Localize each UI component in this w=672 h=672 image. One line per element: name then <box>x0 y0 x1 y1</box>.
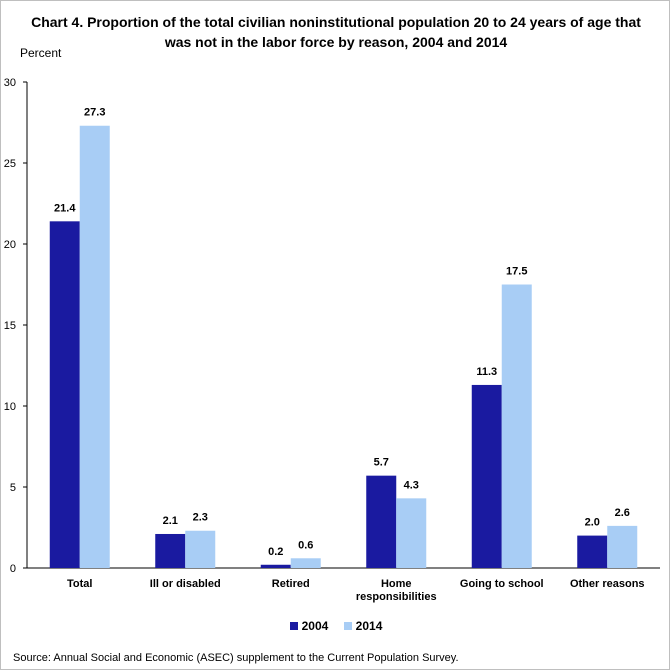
bar-2004-3 <box>366 475 397 568</box>
data-label-2004: 21.4 <box>54 202 76 214</box>
legend: 2004 2014 <box>0 619 672 633</box>
data-label-2014: 17.5 <box>506 266 527 278</box>
x-tick-label: Ill or disabled <box>150 578 221 590</box>
bar-2004-5 <box>577 535 608 568</box>
bar-2014-0 <box>79 125 110 569</box>
y-tick-label: 15 <box>4 320 16 332</box>
bar-2014-5 <box>607 525 638 568</box>
x-tick-label: Retired <box>272 578 310 590</box>
data-label-2014: 2.6 <box>615 507 630 519</box>
bar-2014-2 <box>290 558 321 568</box>
source-note: Source: Annual Social and Economic (ASEC… <box>13 652 459 664</box>
y-tick-label: 5 <box>10 482 16 494</box>
x-tick-label: Going to school <box>460 578 544 590</box>
y-tick-label: 0 <box>10 563 16 575</box>
legend-item-2014: 2014 <box>343 619 383 633</box>
data-label-2004: 2.1 <box>163 515 178 527</box>
data-label-2014: 27.3 <box>84 107 105 119</box>
y-axis-label: Percent <box>20 46 62 60</box>
data-label-2004: 5.7 <box>374 457 389 469</box>
data-label-2014: 0.6 <box>298 539 313 551</box>
x-tick-label: Home responsibilities <box>356 578 437 603</box>
legend-swatch-2004 <box>289 622 298 630</box>
x-tick-label: Other reasons <box>570 578 645 590</box>
data-label-2004: 11.3 <box>476 366 497 378</box>
x-tick-label: Total <box>67 578 92 590</box>
bar-2014-1 <box>185 530 216 568</box>
bar-2004-0 <box>49 221 80 568</box>
legend-swatch-2014 <box>343 622 352 630</box>
bar-2014-4 <box>501 284 532 568</box>
legend-item-2004: 2004 <box>289 619 329 633</box>
legend-label-2014: 2014 <box>355 619 383 633</box>
legend-label-2004: 2004 <box>301 619 329 633</box>
data-label-2004: 2.0 <box>585 517 600 529</box>
data-label-2004: 0.2 <box>268 546 283 558</box>
y-tick-label: 25 <box>4 158 16 170</box>
bar-2004-4 <box>471 384 502 568</box>
chart-title: Chart 4. Proportion of the total civilia… <box>31 14 641 50</box>
bar-2004-2 <box>260 564 291 568</box>
bar-2014-3 <box>396 498 427 568</box>
data-label-2014: 2.3 <box>193 512 208 524</box>
y-tick-label: 30 <box>4 77 16 89</box>
bar-2004-1 <box>155 533 186 568</box>
y-tick-label: 20 <box>4 239 16 251</box>
y-tick-label: 10 <box>4 401 16 413</box>
data-label-2014: 4.3 <box>404 479 419 491</box>
